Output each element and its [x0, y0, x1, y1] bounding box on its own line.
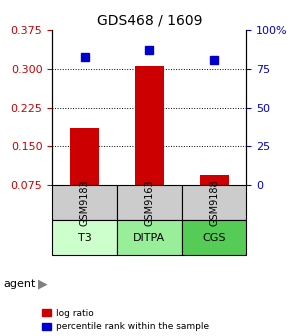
FancyBboxPatch shape — [52, 185, 117, 220]
Title: GDS468 / 1609: GDS468 / 1609 — [97, 14, 202, 28]
FancyBboxPatch shape — [117, 185, 182, 220]
Text: ▶: ▶ — [38, 278, 47, 290]
FancyBboxPatch shape — [182, 220, 246, 255]
Legend: log ratio, percentile rank within the sample: log ratio, percentile rank within the sa… — [42, 309, 209, 332]
Text: GSM9188: GSM9188 — [209, 179, 219, 226]
Text: agent: agent — [3, 279, 35, 289]
FancyBboxPatch shape — [52, 220, 117, 255]
Bar — [70, 128, 99, 185]
Text: GSM9183: GSM9183 — [79, 179, 90, 226]
Text: DITPA: DITPA — [133, 233, 165, 243]
FancyBboxPatch shape — [117, 220, 182, 255]
FancyBboxPatch shape — [182, 185, 246, 220]
Text: T3: T3 — [78, 233, 91, 243]
Text: GSM9163: GSM9163 — [144, 179, 154, 226]
Bar — [135, 66, 164, 185]
Bar — [200, 175, 229, 185]
Text: CGS: CGS — [202, 233, 226, 243]
